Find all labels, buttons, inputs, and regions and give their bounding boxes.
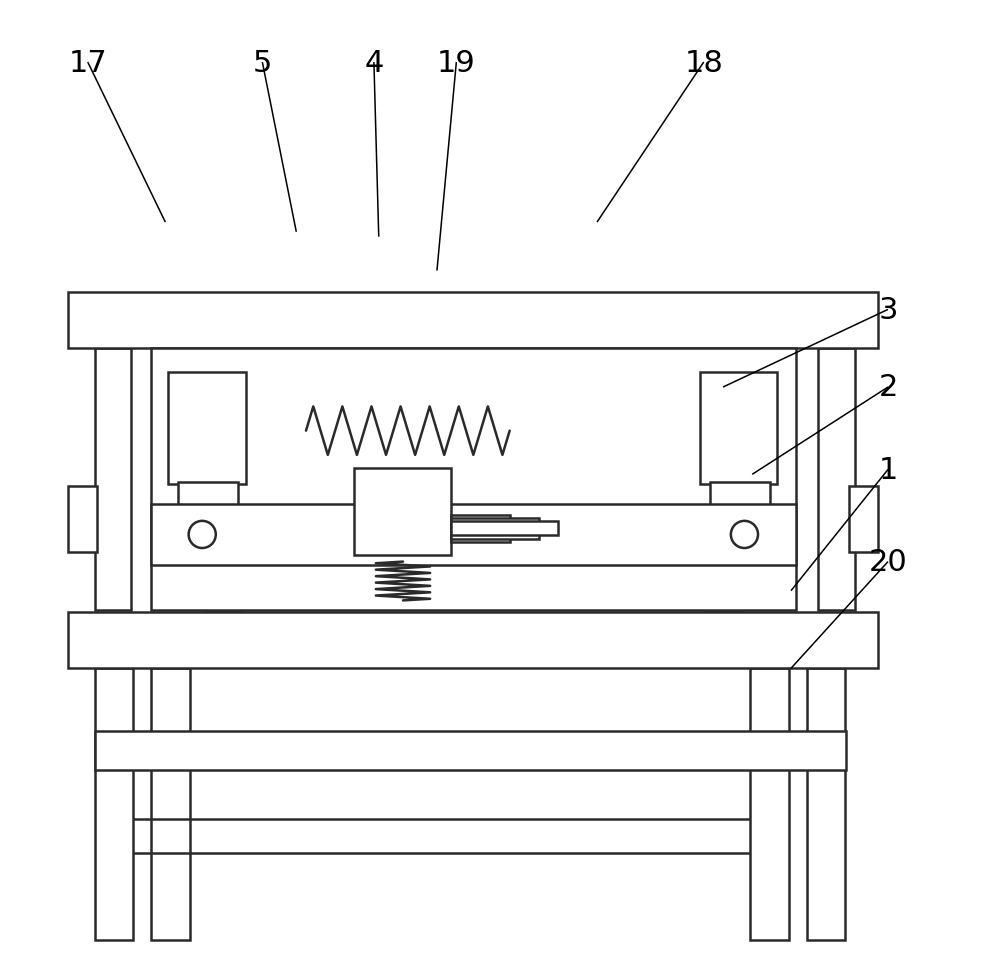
Bar	[151, 505, 796, 565]
Bar	[68, 486, 97, 552]
Text: 3: 3	[878, 296, 898, 325]
Bar	[68, 293, 878, 349]
Bar	[750, 669, 789, 940]
Bar	[849, 486, 878, 552]
Bar	[68, 612, 878, 669]
Bar	[354, 468, 451, 555]
Bar	[710, 483, 770, 543]
Bar	[168, 373, 246, 484]
Bar	[95, 669, 133, 940]
Text: 18: 18	[684, 48, 723, 78]
Bar	[451, 521, 558, 536]
Text: 1: 1	[878, 455, 898, 484]
Text: 17: 17	[68, 48, 107, 78]
Bar	[704, 398, 741, 610]
Bar	[818, 349, 855, 610]
Text: 5: 5	[253, 48, 272, 78]
Bar	[151, 669, 190, 940]
Text: 19: 19	[437, 48, 476, 78]
Bar	[95, 349, 131, 610]
Bar	[451, 518, 539, 540]
Bar	[95, 732, 846, 770]
Text: 2: 2	[878, 373, 898, 402]
Bar	[451, 516, 510, 543]
Bar	[178, 483, 238, 543]
Bar	[700, 373, 777, 484]
Text: 4: 4	[364, 48, 384, 78]
Bar	[205, 398, 242, 610]
Bar	[151, 349, 796, 610]
Bar	[807, 669, 845, 940]
Text: 20: 20	[869, 547, 907, 577]
